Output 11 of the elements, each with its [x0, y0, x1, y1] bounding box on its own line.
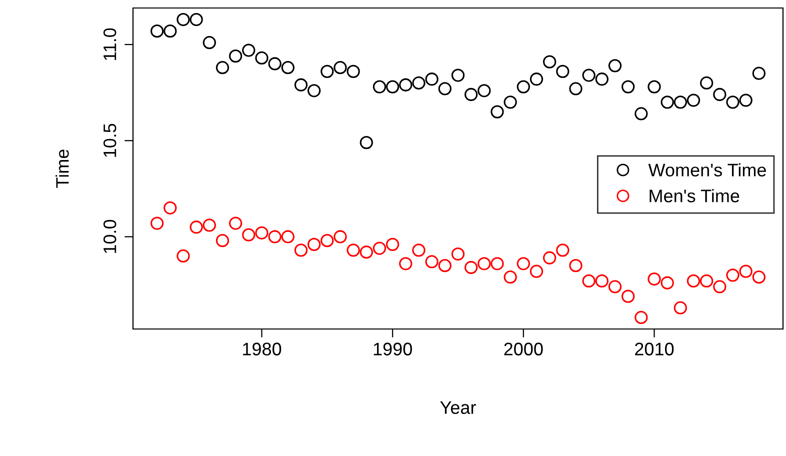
x-tick-label: 2010	[635, 342, 674, 356]
y-tick-label: 10.5	[103, 124, 116, 157]
x-axis-title: Year	[440, 401, 476, 414]
y-tick-label: 11.0	[103, 28, 116, 60]
x-tick-label: 1990	[374, 342, 412, 356]
legend-label: Women's Time	[648, 163, 766, 176]
y-tick-label: 10.0	[103, 220, 116, 253]
x-tick-label: 1980	[243, 342, 282, 356]
x-tick-label: 2000	[504, 342, 543, 356]
y-axis-title: Time	[56, 150, 69, 188]
legend-label: Men's Time	[650, 189, 740, 202]
